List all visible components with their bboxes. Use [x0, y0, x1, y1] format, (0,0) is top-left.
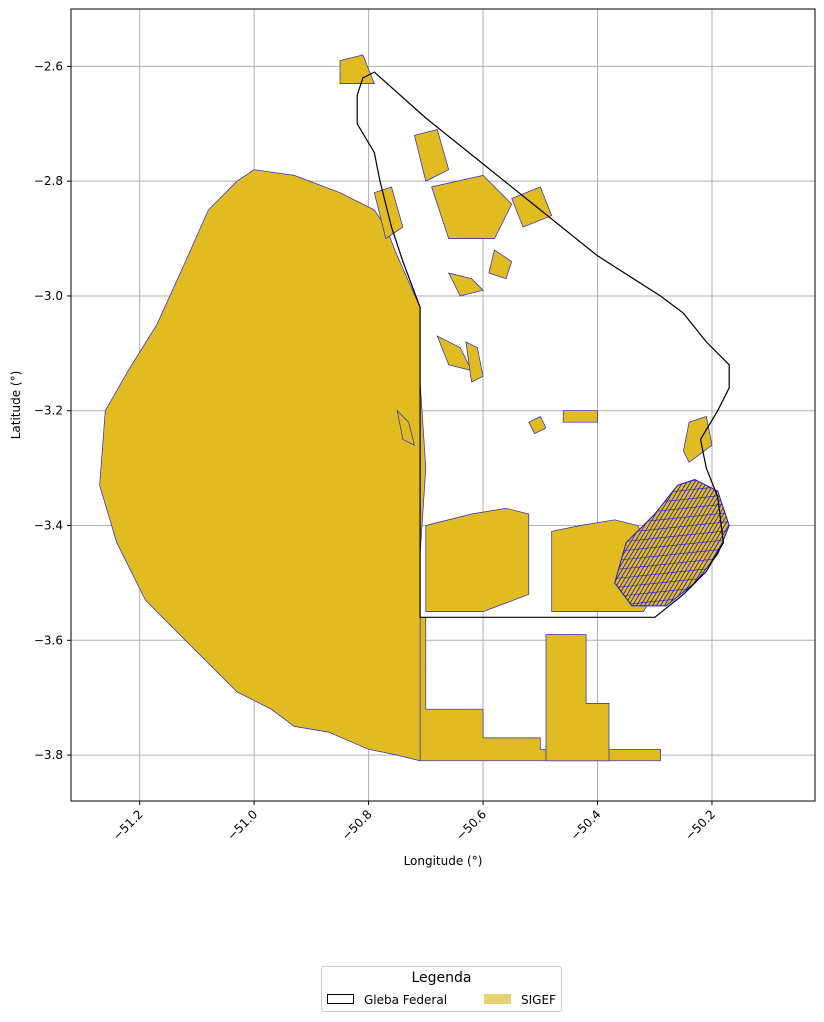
sigef-parcel [562, 410, 598, 423]
lot-line [614, 530, 730, 543]
y-axis-ticks: −2.6 −2.8 −3.0 −3.2 −3.4 −3.6 −3.8 [34, 59, 71, 762]
lot-line [614, 548, 730, 561]
lot-line [616, 479, 693, 606]
legend: Legenda Gleba Federal SIGEF [321, 966, 562, 1012]
y-tick-label: −3.0 [34, 289, 63, 303]
lot-line [668, 479, 730, 606]
sigef-parcel [339, 54, 375, 84]
lot-line [728, 479, 730, 606]
sigef-parcel [545, 634, 610, 762]
x-tick-label: −50.6 [453, 807, 489, 843]
sigef-parcel [413, 129, 450, 182]
lot-line [732, 480, 808, 606]
plot-frame [70, 8, 816, 802]
lot-line [620, 479, 697, 606]
lot-line [676, 479, 730, 606]
lot-line [656, 479, 730, 606]
sigef-parcel [436, 335, 473, 372]
lot-line [614, 479, 681, 606]
lot-line [736, 480, 812, 606]
lot-line [640, 479, 717, 606]
sigef-parcel [683, 416, 713, 463]
y-axis-label: Latitude (°) [9, 371, 23, 440]
lot-line [614, 479, 689, 606]
sigef-parcel [431, 175, 513, 239]
y-tick-label: −3.2 [34, 404, 63, 418]
x-tick-label: −50.2 [682, 807, 718, 843]
y-tick-label: −3.8 [34, 748, 63, 762]
legend-swatch-gleba-federal [327, 994, 354, 1004]
lot-line [724, 479, 730, 606]
lot-line [672, 479, 730, 606]
lot-line [644, 479, 721, 606]
gleba-federal-layer [356, 71, 730, 618]
sigef-parcel [419, 616, 661, 762]
legend-swatch-sigef [484, 994, 511, 1004]
sigef-layer [99, 54, 713, 762]
sigef-parcel [448, 272, 484, 297]
legend-label-sigef: SIGEF [521, 993, 556, 1007]
lot-line [632, 479, 709, 606]
lot-line [720, 479, 730, 606]
legend-item-gleba-federal: Gleba Federal [327, 993, 467, 1007]
sigef-parcel [425, 507, 530, 612]
x-axis-ticks: −51.2 −51.0 −50.8 −50.6 −50.4 −50.2 [110, 801, 718, 843]
sigef-main-polygon [99, 169, 427, 762]
lot-line [636, 479, 713, 606]
lot-line [614, 539, 730, 552]
lot-line [614, 557, 730, 570]
y-tick-label: −3.4 [34, 519, 63, 533]
dense-lots-layer [614, 479, 812, 607]
x-axis-label: Longitude (°) [404, 854, 483, 868]
legend-title: Legenda [411, 970, 472, 986]
sigef-parcel [396, 409, 415, 446]
y-tick-label: −2.6 [34, 59, 63, 73]
legend-label-gleba-federal: Gleba Federal [364, 993, 448, 1007]
lot-line [624, 479, 701, 606]
sigef-parcel [465, 341, 484, 383]
lot-line [716, 479, 730, 606]
x-tick-label: −51.2 [110, 807, 146, 843]
y-tick-label: −2.8 [34, 174, 63, 188]
y-tick-label: −3.6 [34, 633, 63, 647]
x-tick-label: −50.8 [339, 807, 375, 843]
sigef-parcel [511, 186, 553, 228]
gleba-federal-outline [356, 71, 730, 618]
x-tick-label: −50.4 [568, 807, 604, 843]
sigef-parcel [488, 249, 513, 280]
legend-item-sigef: SIGEF [484, 993, 559, 1007]
lot-line [652, 479, 729, 606]
sigef-parcel [528, 416, 547, 435]
x-tick-label: −51.0 [224, 807, 260, 843]
sigef-parcel [373, 186, 404, 240]
lot-line [648, 479, 725, 606]
